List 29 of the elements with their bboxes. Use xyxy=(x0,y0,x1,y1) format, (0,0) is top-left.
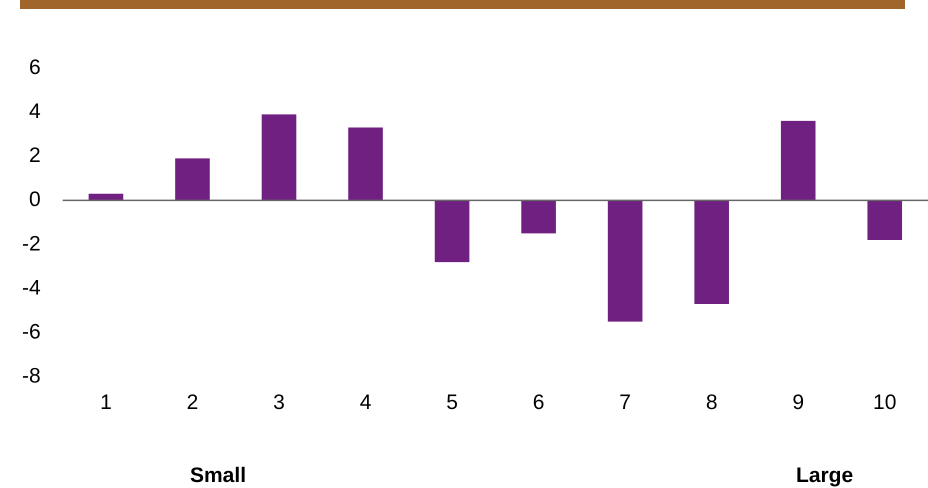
bar xyxy=(694,200,729,304)
x-tick-label: 5 xyxy=(446,391,458,414)
x-tick-label: 10 xyxy=(873,391,896,414)
y-tick-label: 0 xyxy=(28,188,41,212)
text: Small xyxy=(190,464,246,488)
text: Large xyxy=(796,464,854,488)
y-tick-label: -2 xyxy=(22,232,41,256)
bar xyxy=(521,200,556,234)
x-tick-label: 2 xyxy=(186,391,198,414)
bar xyxy=(434,200,470,262)
y-tick-label: -8 xyxy=(22,364,41,388)
x-tick-label: 6 xyxy=(532,391,544,414)
y-tick-label: -6 xyxy=(22,320,41,344)
x-tick-label: 8 xyxy=(706,391,718,414)
bar xyxy=(867,200,902,240)
y-tick-label: 2 xyxy=(28,144,41,168)
bar xyxy=(175,158,210,200)
bar xyxy=(262,114,296,200)
y-tick-label: 6 xyxy=(28,56,41,79)
x-tick-label: 4 xyxy=(360,391,372,414)
x-tick-label: 9 xyxy=(792,391,804,414)
x-tick-label: 3 xyxy=(273,391,285,414)
y-tick-label: 4 xyxy=(28,100,41,123)
x-tick-label: 7 xyxy=(619,391,631,414)
y-tick-label: -4 xyxy=(22,276,41,300)
bar xyxy=(608,200,642,322)
bar xyxy=(348,128,383,200)
x-tick-label: 1 xyxy=(100,391,112,414)
bar xyxy=(780,120,816,200)
